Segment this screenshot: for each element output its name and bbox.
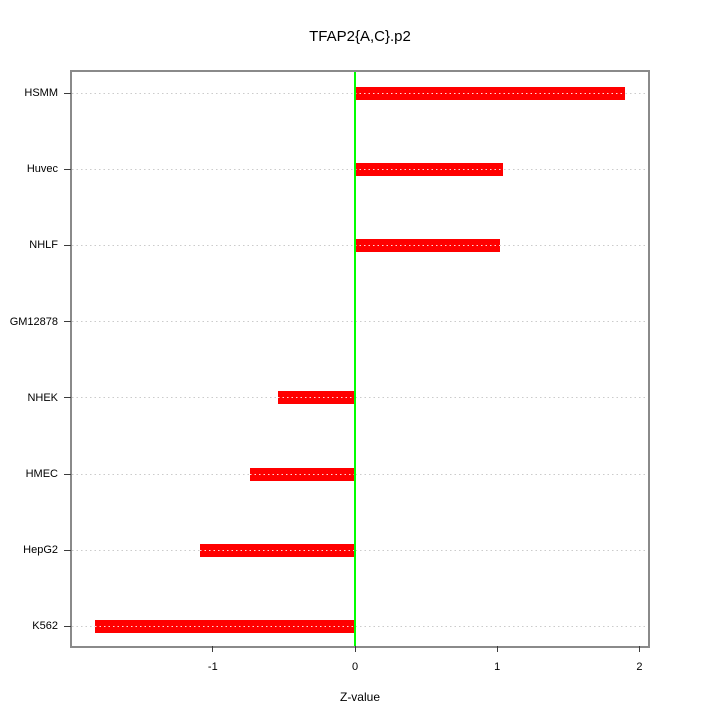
y-axis-tick [64,625,71,627]
x-axis-tick-label: 2 [636,661,643,673]
y-axis-tick [64,397,71,399]
y-axis-label: GM12878 [9,315,58,328]
x-axis-tick-label: 0 [351,661,359,673]
gridline [72,397,648,399]
bar-nhek [278,391,356,405]
y-axis-tick [64,92,71,94]
chart-title: TFAP2{A,C}.p2 [309,28,411,45]
bar-huvec [355,162,503,176]
y-axis-tick [64,244,71,246]
bar-hsmm [355,86,626,100]
bar-nhlf [355,238,501,252]
y-axis-label: HSMM [24,87,58,99]
y-axis-label: NHEK [27,391,58,404]
y-axis-label: NHLF [29,239,58,252]
y-axis-tick [64,473,71,475]
plot-box-border [70,70,650,648]
plot-area [72,72,648,646]
x-axis-tick [212,646,214,652]
y-axis-tick [64,168,71,170]
gridline [72,549,648,551]
y-axis-label: HepG2 [23,544,58,557]
x-axis-label: Z-value [339,690,380,704]
y-axis-label: Huvec [26,163,58,176]
y-axis-label: K562 [32,620,58,633]
y-axis-label: HMEC [25,468,58,480]
x-axis-tick-label: -1 [207,661,218,673]
y-axis-tick [64,549,71,551]
bar-hepg2 [200,543,356,557]
x-axis-tick [354,646,356,652]
gridline [72,321,648,323]
bar-k562 [94,619,356,633]
x-axis-tick-label: 1 [494,661,501,673]
x-axis-tick [638,646,640,652]
y-axis-tick [64,321,71,323]
gridline [72,625,648,627]
zero-reference-line [354,72,356,646]
bar-hmec [249,467,355,481]
gridline [72,473,648,475]
x-axis-tick [496,646,498,652]
